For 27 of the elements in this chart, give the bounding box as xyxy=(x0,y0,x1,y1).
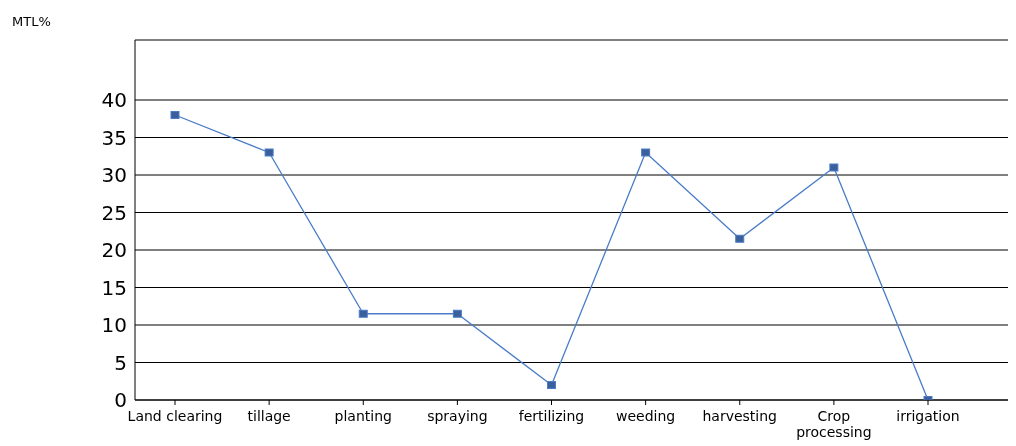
y-tick-label: 20 xyxy=(101,238,127,263)
point xyxy=(547,381,556,389)
y-axis-title: MTL% xyxy=(12,14,51,29)
y-tick-label: 5 xyxy=(114,350,127,375)
y-tick-label: 0 xyxy=(114,388,127,413)
x-tick-label: weeding xyxy=(616,408,676,424)
x-tick-label: tillage xyxy=(247,408,291,424)
x-tick-label: spraying xyxy=(427,408,488,424)
y-tick-label: 40 xyxy=(101,88,127,113)
point xyxy=(264,148,274,157)
point xyxy=(829,163,839,172)
x-tick-label: fertilizing xyxy=(518,408,585,424)
x-tick-label: Land clearing xyxy=(127,408,223,424)
y-tick-label: 10 xyxy=(101,313,127,338)
x-tick-label: harvesting xyxy=(702,408,778,424)
x-tick-label: planting xyxy=(334,408,392,424)
x-tick-label: Crop processing xyxy=(796,408,872,440)
y-tick-label: 30 xyxy=(101,163,127,188)
point xyxy=(735,234,745,243)
y-tick-label: 35 xyxy=(101,125,127,150)
point xyxy=(641,148,651,157)
point xyxy=(452,309,462,318)
point xyxy=(170,111,180,119)
y-tick-label: 25 xyxy=(101,200,127,225)
y-tick-label: 15 xyxy=(101,275,127,300)
x-tick-label: irrigation xyxy=(896,408,960,424)
point xyxy=(358,309,368,318)
